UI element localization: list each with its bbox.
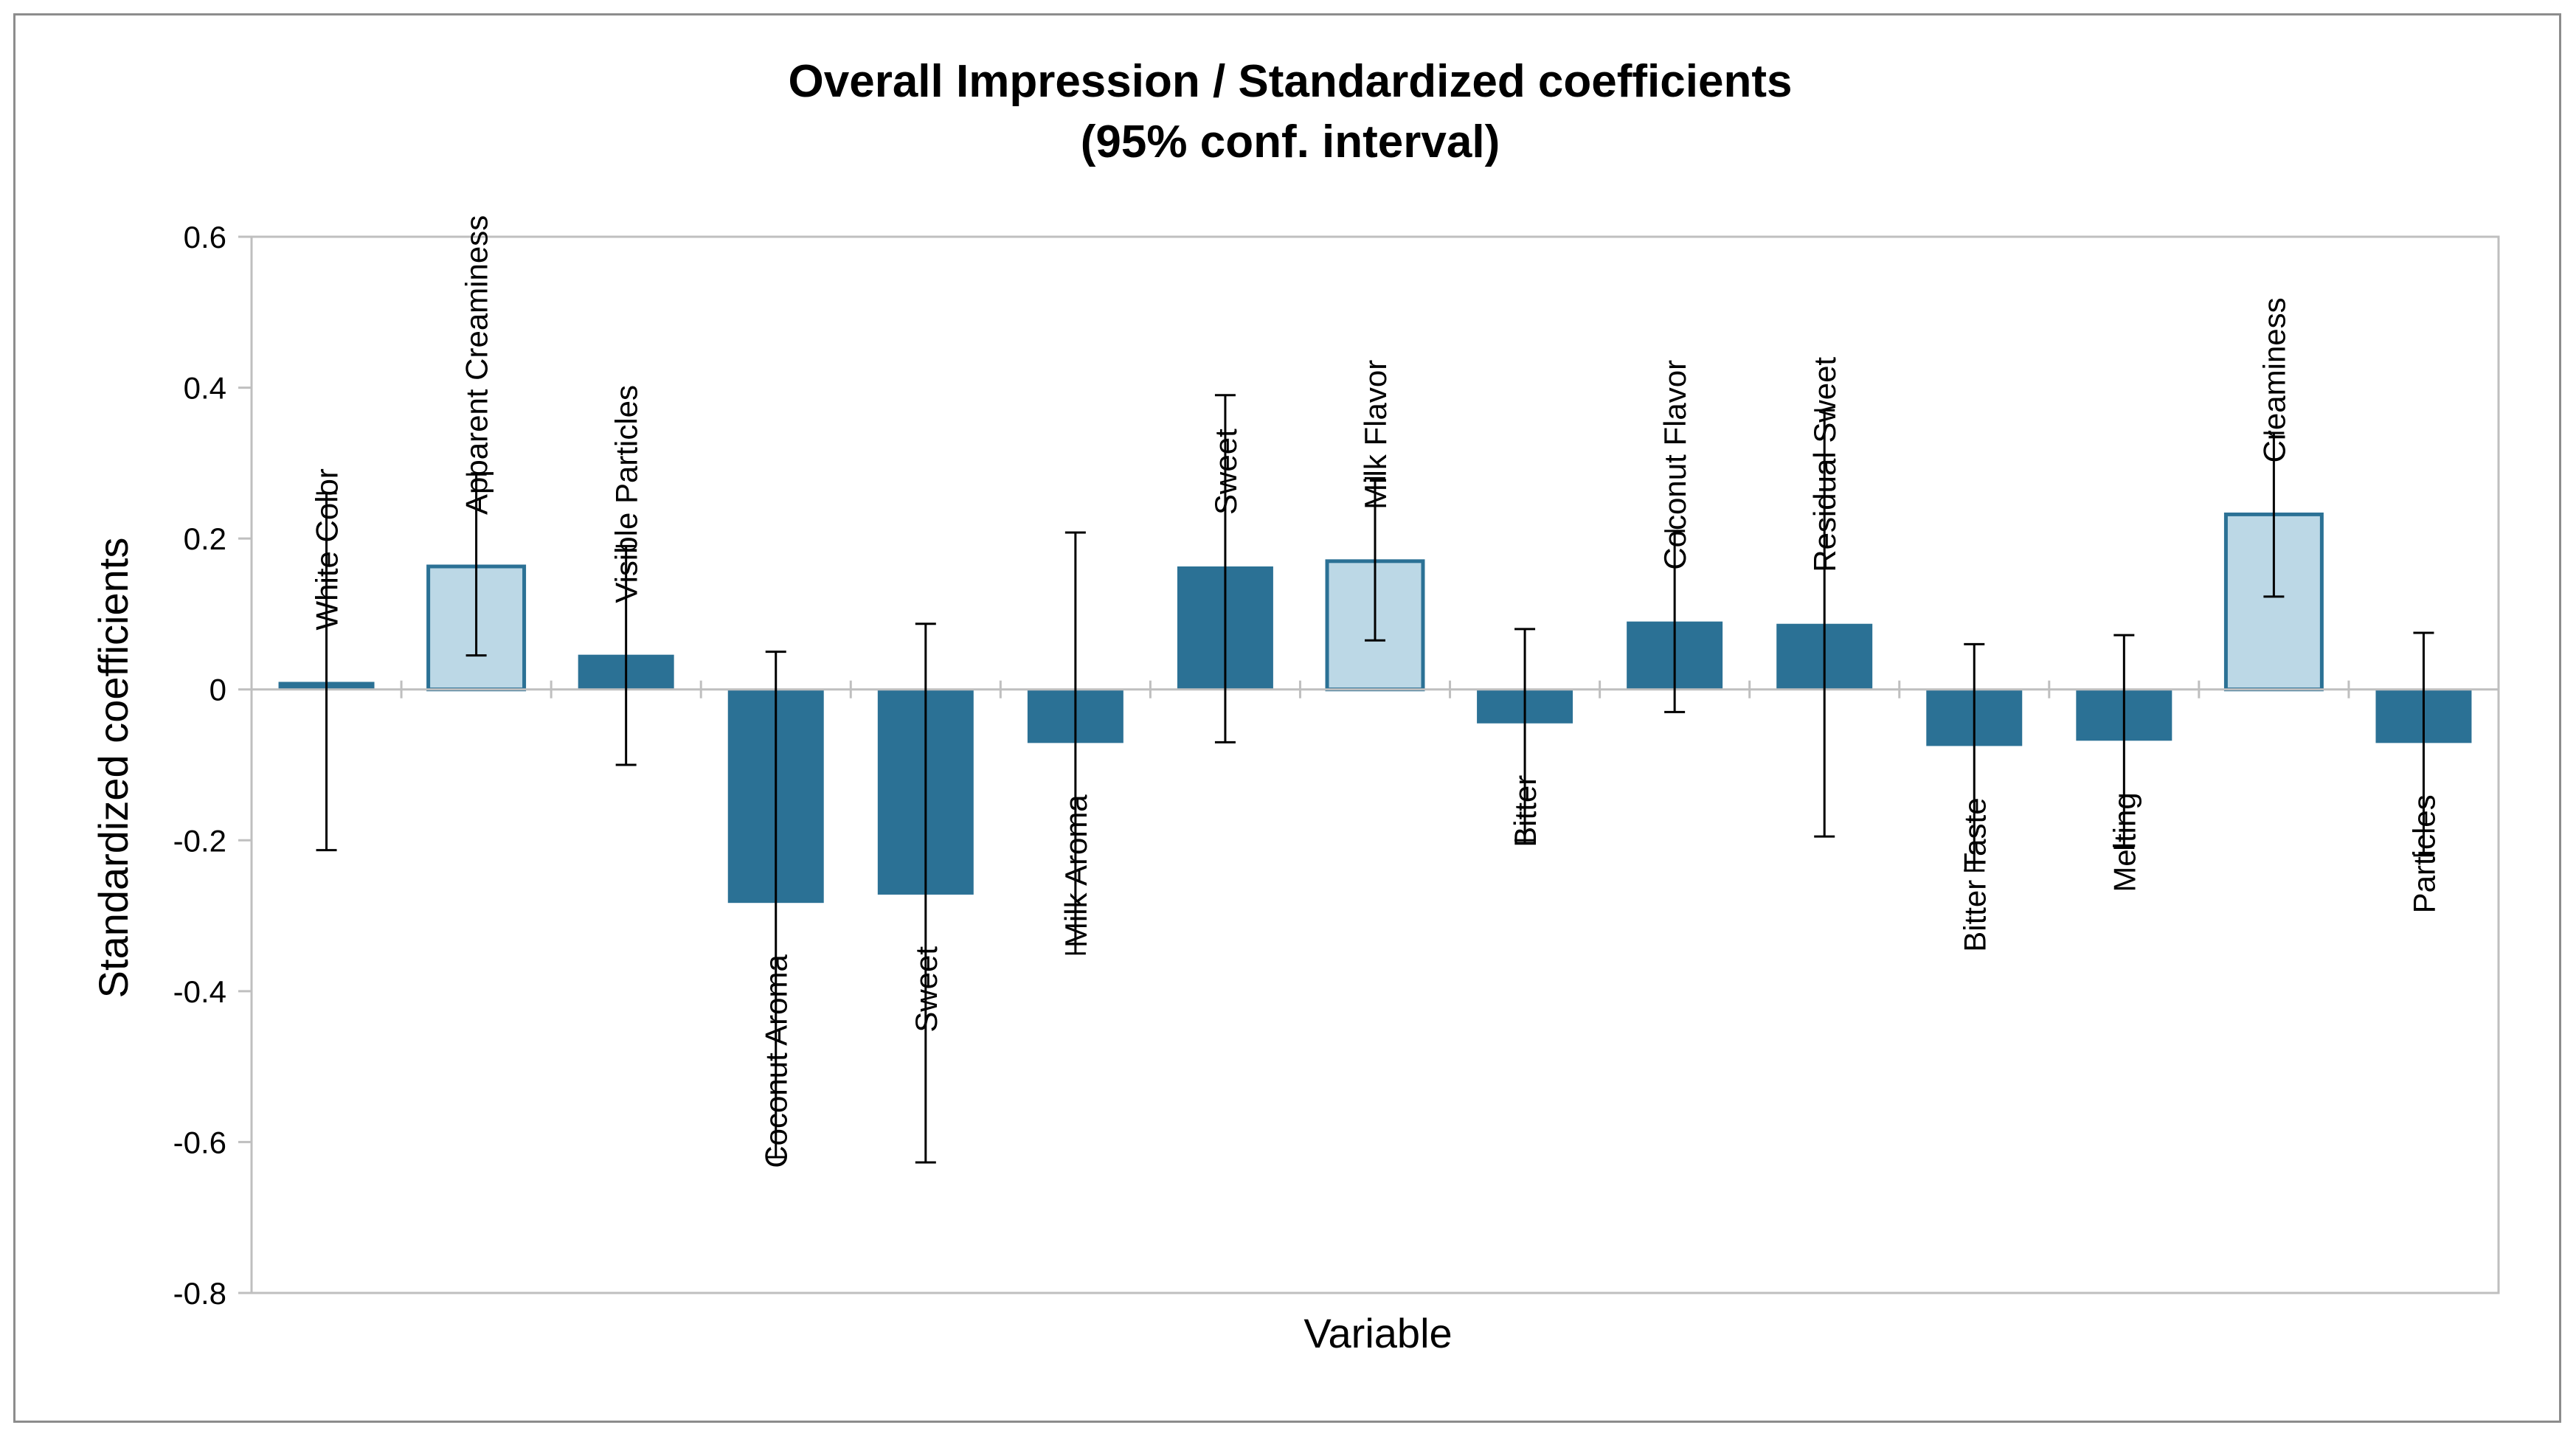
- bar-labels: White Color Apparent Creaminess Visible Pa…: [310, 215, 2442, 1168]
- bar-label: Bitter Taste: [1957, 797, 1992, 951]
- chart-title-line-2: (95% conf. interval): [1081, 117, 1500, 167]
- y-tick-label: 0.2: [184, 521, 226, 556]
- y-axis-title: Standardized coefficients: [90, 538, 136, 999]
- bar-label: Bitter: [1508, 775, 1543, 847]
- bar-label: Melting: [2107, 792, 2142, 892]
- bar-label: White Color: [310, 468, 344, 630]
- bar-label: Visible Particles: [609, 385, 644, 603]
- bar-label: Residual Sweet: [1807, 357, 1842, 572]
- error-bars: [316, 394, 2434, 1164]
- bar-label: Sweet: [909, 946, 944, 1033]
- bar-label: Sweet: [1208, 429, 1243, 515]
- bar-label: Coconut Aroma: [759, 954, 794, 1168]
- y-tick-label: -0.2: [173, 823, 226, 858]
- bar-label: Coconut Flavor: [1658, 360, 1692, 570]
- chart-title-line-1: Overall Impression / Standardized coeffi…: [789, 56, 1793, 107]
- bar-label: Milk Aroma: [1059, 794, 1093, 948]
- y-tick-label: 0.6: [184, 220, 226, 254]
- y-tick-label: -0.4: [173, 974, 226, 1009]
- y-tick-label: 0: [210, 673, 226, 707]
- y-tick-label: 0.4: [184, 371, 226, 406]
- x-ticks: [400, 680, 2350, 698]
- chart-frame: Overall Impression / Standardized coeffi…: [13, 13, 2561, 1423]
- y-tick-label: -0.6: [173, 1125, 226, 1159]
- bar-label: Milk Flavor: [1358, 360, 1393, 510]
- bar-label: Creaminess: [2257, 297, 2291, 462]
- bar-label: Apparent Creaminess: [460, 215, 494, 515]
- y-ticks: 0.6 0.4 0.2 0 -0.2 -0.4 -0.6 -0.8: [173, 220, 252, 1311]
- chart: Overall Impression / Standardized coeffi…: [90, 56, 2500, 1356]
- x-axis-title: Variable: [1303, 1310, 1452, 1356]
- bar-label: Particles: [2406, 794, 2441, 913]
- y-tick-label: -0.8: [173, 1276, 226, 1311]
